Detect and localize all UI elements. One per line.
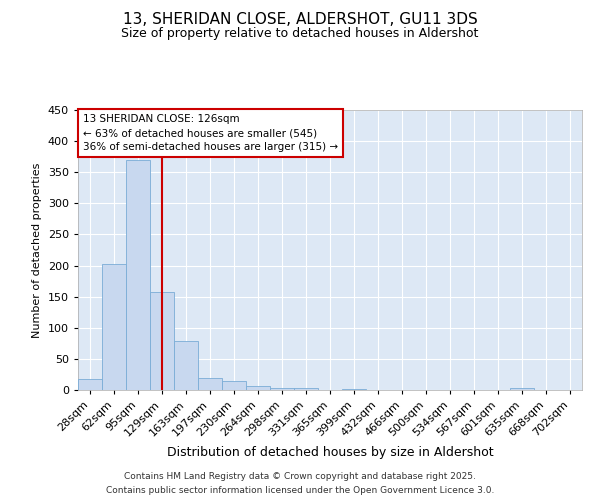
Bar [510,388,534,390]
Text: 13 SHERIDAN CLOSE: 126sqm
← 63% of detached houses are smaller (545)
36% of semi: 13 SHERIDAN CLOSE: 126sqm ← 63% of detac… [83,114,338,152]
X-axis label: Distribution of detached houses by size in Aldershot: Distribution of detached houses by size … [167,446,493,460]
Bar [102,264,126,390]
Bar [222,380,246,390]
Bar [174,341,198,390]
Bar [270,388,294,390]
Text: 13, SHERIDAN CLOSE, ALDERSHOT, GU11 3DS: 13, SHERIDAN CLOSE, ALDERSHOT, GU11 3DS [122,12,478,28]
Bar [198,378,222,390]
Bar [294,388,318,390]
Text: Contains HM Land Registry data © Crown copyright and database right 2025.: Contains HM Land Registry data © Crown c… [124,472,476,481]
Text: Size of property relative to detached houses in Aldershot: Size of property relative to detached ho… [121,28,479,40]
Text: Contains public sector information licensed under the Open Government Licence 3.: Contains public sector information licen… [106,486,494,495]
Bar [78,379,102,390]
Bar [342,389,366,390]
Bar [126,160,150,390]
Bar [246,386,270,390]
Y-axis label: Number of detached properties: Number of detached properties [32,162,42,338]
Bar [150,292,174,390]
